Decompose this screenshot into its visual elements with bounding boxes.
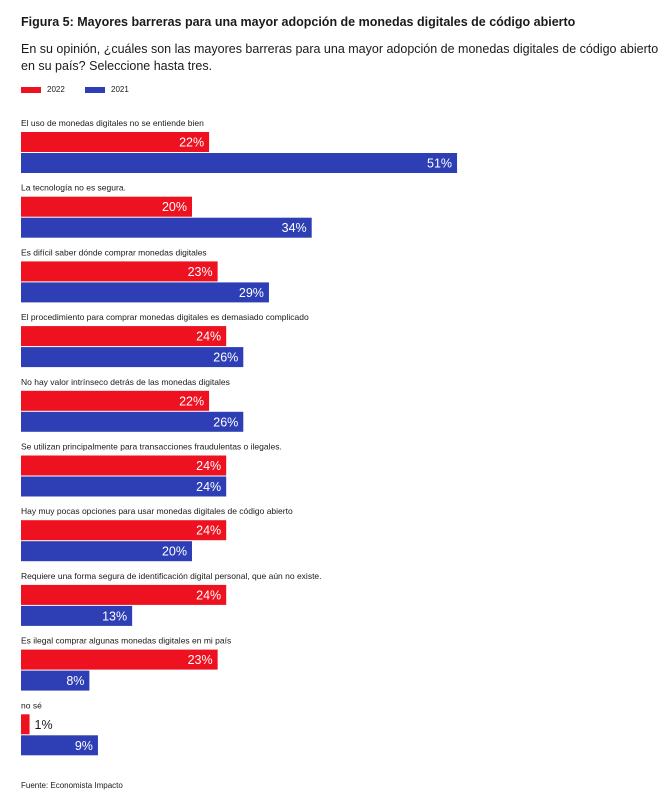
bar-2022 — [21, 584, 227, 605]
data-label-2021: 34% — [282, 221, 307, 235]
bar-2022 — [21, 196, 192, 217]
category-label: no sé — [21, 700, 42, 710]
data-label-2021: 51% — [427, 157, 452, 171]
category-label: Requiere una forma segura de identificac… — [21, 571, 322, 581]
category-label: Es ilegal comprar algunas monedas digita… — [21, 636, 231, 646]
bar-2021 — [21, 541, 192, 562]
legend-label-2021: 2021 — [111, 85, 129, 94]
data-label-2022: 1% — [35, 718, 53, 732]
bar-2022 — [21, 261, 218, 282]
data-label-2022: 23% — [188, 653, 213, 667]
bar-2022 — [21, 390, 210, 411]
legend-swatch-2021 — [85, 86, 105, 93]
bar-2021 — [21, 153, 458, 173]
data-label-2022: 24% — [196, 588, 221, 602]
bar-2022 — [21, 649, 218, 670]
category-label: La tecnología no es segura. — [21, 183, 126, 193]
bar-2021 — [21, 605, 133, 626]
data-label-2022: 22% — [179, 394, 204, 408]
bar-2021 — [21, 282, 269, 303]
data-label-2021: 26% — [213, 415, 238, 429]
legend-item-2021: 2021 — [85, 85, 129, 94]
bar-2021 — [21, 735, 98, 756]
data-label-2022: 22% — [179, 136, 204, 150]
bar-2022 — [21, 714, 30, 735]
chart-subtitle: En su opinión, ¿cuáles son las mayores b… — [21, 42, 659, 73]
data-label-2021: 9% — [75, 739, 93, 753]
legend-swatch-2022 — [21, 86, 41, 93]
data-label-2022: 24% — [196, 459, 221, 473]
bar-2021 — [21, 670, 90, 691]
category-label: El uso de monedas digitales no se entien… — [21, 118, 204, 128]
chart-title: Figura 5: Mayores barreras para una mayo… — [21, 15, 576, 29]
data-label-2021: 24% — [196, 480, 221, 494]
bar-2021 — [21, 476, 227, 497]
bar-2022 — [21, 520, 227, 541]
data-label-2021: 29% — [239, 286, 264, 300]
category-label: Es difícil saber dónde comprar monedas d… — [21, 247, 207, 257]
bar-2022 — [21, 326, 227, 347]
bar-2021 — [21, 411, 244, 432]
category-label: No hay valor intrínseco detrás de las mo… — [21, 377, 230, 387]
data-label-2021: 20% — [162, 545, 187, 559]
source-note: Fuente: Economista Impacto — [21, 781, 123, 790]
category-label: Se utilizan principalmente para transacc… — [21, 442, 282, 452]
data-label-2021: 13% — [102, 609, 127, 623]
data-label-2021: 8% — [66, 674, 84, 688]
data-label-2022: 20% — [162, 200, 187, 214]
bar-2021 — [21, 347, 244, 368]
bar-2022 — [21, 132, 210, 152]
data-label-2021: 26% — [213, 351, 238, 365]
bar-2022 — [21, 455, 227, 476]
legend-item-2022: 2022 — [21, 85, 65, 94]
data-label-2022: 24% — [196, 330, 221, 344]
category-label: El procedimiento para comprar monedas di… — [21, 312, 309, 322]
legend-label-2022: 2022 — [47, 85, 65, 94]
bar-2021 — [21, 217, 312, 238]
data-label-2022: 24% — [196, 524, 221, 538]
data-label-2022: 23% — [188, 265, 213, 279]
category-label: Hay muy pocas opciones para usar monedas… — [21, 506, 293, 516]
